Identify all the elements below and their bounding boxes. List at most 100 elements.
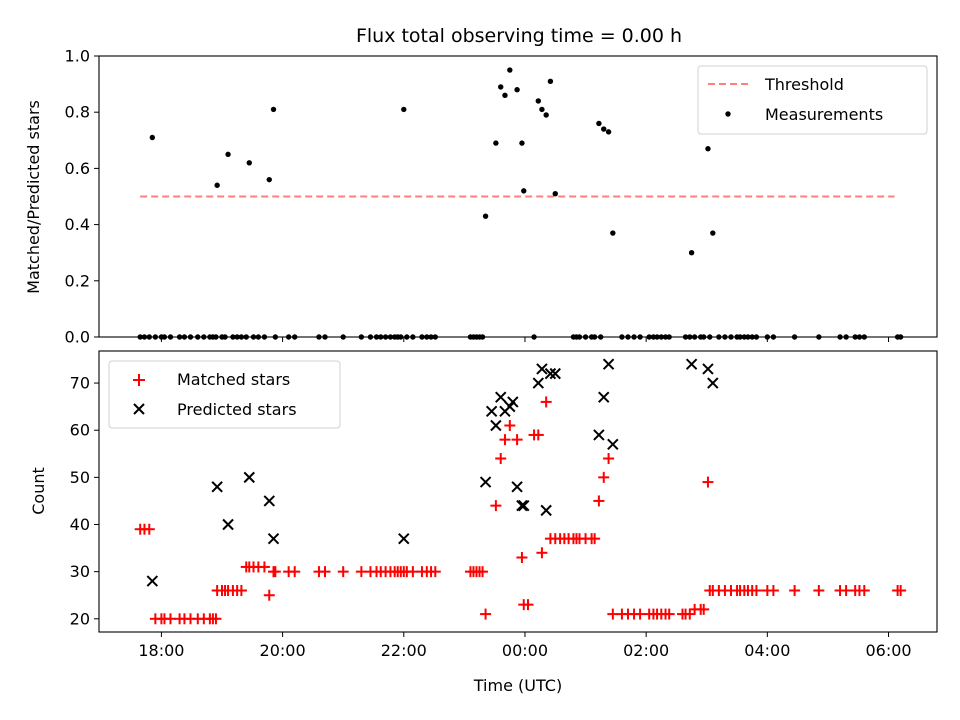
matched-star-point	[603, 452, 615, 464]
measurement-point	[214, 182, 220, 188]
matched-star-point	[511, 434, 523, 446]
predicted-star-point	[485, 405, 498, 418]
measurement-point	[266, 176, 272, 183]
predicted-star-stroke-b	[516, 499, 528, 512]
predicted-star-stroke-b	[540, 504, 552, 517]
predicted-star-stroke-b	[536, 363, 548, 375]
ratio-y-tick-label: 1.0	[65, 47, 90, 66]
predicted-star-stroke-b	[495, 391, 507, 403]
matched-star-point	[263, 589, 275, 601]
matched-star-point	[516, 552, 528, 564]
count-y-axis: 20 30 40 50 60 70	[70, 374, 99, 628]
measurement-point	[514, 87, 520, 93]
measurement-point	[596, 120, 602, 127]
predicted-star-point	[536, 363, 548, 375]
predicted-star-point	[598, 391, 610, 403]
ratio-legend: Threshold Measurements	[697, 65, 928, 135]
predicted-star-point	[511, 481, 523, 493]
predicted-star-point	[544, 367, 557, 380]
measurement-point	[519, 140, 525, 146]
measurement-point	[502, 92, 508, 99]
measurement-point	[246, 160, 252, 166]
matched-star-point	[532, 429, 544, 441]
predicted-star-stroke-b	[598, 391, 610, 403]
matched-star-point	[210, 613, 222, 625]
predicted-star-point	[685, 358, 698, 370]
count-y-tick-label: 40	[70, 515, 90, 534]
x-tick-label: 18:00	[138, 641, 184, 660]
ratio-plot-frame	[98, 55, 938, 338]
measurement-point	[543, 112, 549, 118]
ratio-y-tick-label: 0.4	[65, 215, 90, 234]
ratio-y-tick-label: 0.8	[65, 103, 90, 122]
x-tick-label: 22:00	[381, 641, 427, 660]
count-y-tick-label: 20	[70, 609, 90, 628]
legend-matched-label: Matched stars	[177, 370, 290, 389]
predicted-star-stroke-b	[593, 429, 605, 441]
predicted-star-point	[707, 377, 719, 389]
matched-star-point	[477, 566, 489, 578]
predicted-star-stroke-b	[243, 471, 255, 484]
predicted-star-point	[549, 367, 561, 380]
matched-star-point	[522, 599, 534, 611]
predicted-star-point	[146, 575, 159, 587]
x-tick-label: 04:00	[744, 641, 790, 660]
predicted-star-point	[540, 504, 552, 517]
predicted-star-point	[507, 396, 519, 408]
matched-star-point	[258, 561, 270, 573]
measurement-point	[601, 126, 607, 132]
matched-star-point	[495, 452, 507, 464]
predicted-star-stroke-b	[544, 367, 557, 380]
predicted-star-stroke-b	[707, 377, 719, 389]
predicted-star-point	[532, 377, 545, 389]
predicted-star-stroke-b	[518, 499, 530, 512]
chart-title: Flux total observing time = 0.00 h	[356, 25, 682, 47]
ratio-y-axis-label: Matched/Predicted stars	[24, 100, 43, 294]
matched-star-point	[269, 566, 281, 578]
predicted-star-point	[479, 476, 492, 488]
matched-star-point	[858, 585, 870, 597]
ratio-y-tick-label: 0.0	[65, 328, 90, 347]
predicted-star-stroke-b	[485, 405, 498, 418]
measurement-point	[705, 146, 711, 152]
predicted-star-point	[490, 419, 502, 432]
legend-measurements-label: Measurements	[765, 105, 883, 124]
predicted-star-stroke-b	[507, 396, 519, 408]
measurement-point	[498, 84, 504, 90]
predicted-star-point	[593, 429, 605, 441]
measurement-point	[610, 230, 616, 236]
matched-star-point	[429, 566, 441, 578]
predicted-star-stroke-b	[532, 377, 545, 389]
matched-star-point	[702, 476, 714, 488]
ratio-y-tick-label: 0.6	[65, 159, 90, 178]
matched-star-point	[143, 523, 155, 535]
measurement-point	[710, 230, 716, 236]
predicted-star-stroke-b	[267, 532, 280, 545]
matched-stars-series	[134, 396, 907, 625]
matched-star-point	[289, 566, 301, 578]
predicted-star-point	[516, 499, 528, 512]
count-x-axis: 18:00 20:00 22:00 00:00 02:00 04:00 06:00	[138, 632, 912, 660]
measurement-point	[539, 106, 545, 113]
matched-star-point	[235, 585, 247, 597]
matched-star-point	[499, 434, 511, 446]
count-y-tick-label: 50	[70, 468, 90, 487]
predicted-star-point	[263, 495, 275, 507]
x-tick-label: 20:00	[260, 641, 306, 660]
count-y-axis-label: Count	[29, 467, 48, 515]
matched-star-point	[319, 566, 331, 578]
predicted-star-stroke-b	[398, 532, 410, 545]
matched-star-point	[337, 566, 349, 578]
predicted-star-point	[243, 471, 255, 484]
matched-star-point	[589, 533, 601, 545]
x-tick-label: 02:00	[623, 641, 669, 660]
count-panel: 20 30 40 50 60 70 18:00 20:00 22:00 00:00 02:00 04…	[29, 350, 938, 695]
ratio-panel: 0.0 0.2 0.4 0.6 0.8 1.0 Matched/Predicted sta…	[24, 47, 938, 347]
x-tick-label: 00:00	[502, 641, 548, 660]
predicted-star-point	[518, 499, 530, 512]
count-y-tick-label: 60	[70, 421, 90, 440]
measurement-point	[605, 129, 612, 135]
legend-measurements-swatch	[725, 111, 731, 117]
predicted-star-stroke-b	[490, 419, 502, 432]
matched-star-point	[490, 500, 502, 512]
